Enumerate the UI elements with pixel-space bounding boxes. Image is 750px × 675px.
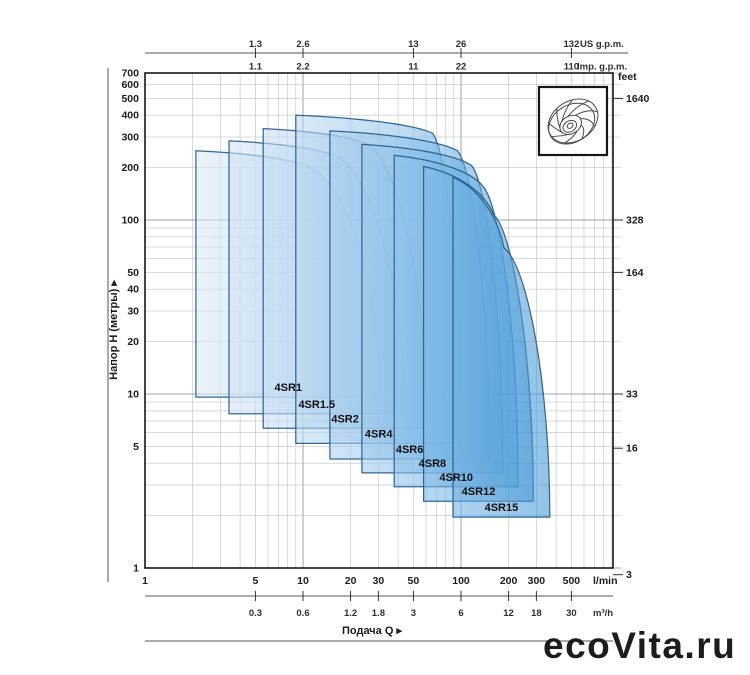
pump-region-label-4SR8: 4SR8 <box>419 458 447 470</box>
pump-region-label-4SR2: 4SR2 <box>331 413 359 425</box>
y-tick-label: 300 <box>121 132 139 144</box>
y-tick-label: 1 <box>133 563 139 575</box>
usgpm-tick-label: 13 <box>408 39 419 50</box>
feet-tick-label: 164 <box>626 267 644 279</box>
x-tick-label: 10 <box>297 575 309 587</box>
pump-region-label-4SR15: 4SR15 <box>485 502 519 514</box>
y-tick-label: 500 <box>121 93 139 105</box>
usgpm-tick-label: 26 <box>456 39 467 50</box>
impeller-blade <box>551 133 570 138</box>
x-tick-label: 50 <box>408 575 420 587</box>
x-tick-label: 5 <box>252 575 258 587</box>
y-tick-label: 700 <box>121 68 139 80</box>
feet-tick-label: 328 <box>626 215 644 227</box>
x-tick-label: 500 <box>563 575 581 587</box>
feet-tick-label: 3 <box>626 569 632 581</box>
pump-region-label-4SR4: 4SR4 <box>365 428 393 440</box>
m3h-tick-label: 1.2 <box>344 608 357 619</box>
impeller-blade <box>574 110 598 116</box>
plot-frame <box>144 72 614 569</box>
impgpm-tick-label: 1.1 <box>249 62 263 73</box>
pump-region-4SR15 <box>452 176 551 518</box>
feet-unit-label: feet <box>618 71 637 83</box>
pump-impeller-icon <box>537 85 609 157</box>
impgpm-unit-label: Imp. g.p.m. <box>577 62 627 73</box>
impgpm-tick-label: 110 <box>564 62 579 73</box>
m3h-unit-label: m³/h <box>593 608 613 619</box>
x-tick-label: 20 <box>345 575 357 587</box>
watermark-text: ecoVita.ru <box>543 625 736 666</box>
impgpm-tick-label: 11 <box>408 62 419 73</box>
plot-border <box>144 72 614 569</box>
m3h-tick-label: 6 <box>458 608 463 619</box>
impeller-blade <box>564 130 578 144</box>
impgpm-tick-label: 2.2 <box>296 62 309 73</box>
m3h-tick-label: 3 <box>411 608 416 619</box>
y-tick-label: 100 <box>121 215 139 227</box>
impeller-blade <box>580 118 596 127</box>
y-axis-title: Напор H (метры) ▸ <box>108 280 120 380</box>
x-tick-label: 300 <box>528 575 546 587</box>
y-tick-label: 10 <box>127 389 139 401</box>
y-tick-label: 400 <box>121 110 139 122</box>
x-tick-label: 100 <box>452 575 470 587</box>
x-tick-label: 30 <box>373 575 385 587</box>
usgpm-unit-label: US g.p.m. <box>580 39 624 50</box>
y-tick-label: 5 <box>133 441 139 453</box>
feet-tick-label: 16 <box>626 443 638 455</box>
m3h-tick-label: 18 <box>531 608 542 619</box>
x-axis-title: Подача Q ▸ <box>342 625 402 637</box>
feet-tick-label: 1640 <box>626 93 650 105</box>
watermark: ecoVita.ru <box>543 625 736 666</box>
y-tick-label: 40 <box>127 284 139 296</box>
impgpm-tick-label: 22 <box>456 62 467 73</box>
pump-region-label-4SR1: 4SR1 <box>275 382 303 394</box>
usgpm-tick-label: 1.3 <box>249 39 262 50</box>
impeller-blade <box>580 124 585 140</box>
m3h-tick-label: 0.6 <box>296 608 309 619</box>
impeller-blade <box>548 122 564 134</box>
y-tick-label: 200 <box>121 162 139 174</box>
m3h-tick-label: 30 <box>566 608 577 619</box>
impeller-blade <box>567 100 589 117</box>
y-tick-label: 50 <box>127 267 139 279</box>
x-tick-label: 200 <box>500 575 518 587</box>
m3h-tick-label: 1.8 <box>372 608 385 619</box>
y-tick-label: 30 <box>127 306 139 318</box>
pump-region-label-4SR6: 4SR6 <box>396 444 424 456</box>
pump-region-label-4SR1.5: 4SR1.5 <box>298 399 335 411</box>
y-tick-label: 600 <box>121 79 139 91</box>
pump-region-label-4SR12: 4SR12 <box>462 486 496 498</box>
y-tick-label: 20 <box>127 336 139 348</box>
feet-tick-label: 33 <box>626 389 638 401</box>
impeller-blade <box>556 108 561 129</box>
usgpm-tick-label: 132 <box>564 39 580 50</box>
usgpm-tick-label: 2.6 <box>296 39 309 50</box>
x-tick-label: 1 <box>142 575 148 587</box>
m3h-tick-label: 12 <box>503 608 514 619</box>
pump-region-label-4SR10: 4SR10 <box>439 472 473 484</box>
m3h-tick-label: 0.3 <box>249 608 262 619</box>
impeller-blade <box>561 99 574 122</box>
lmin-unit-label: l/min <box>593 575 618 587</box>
